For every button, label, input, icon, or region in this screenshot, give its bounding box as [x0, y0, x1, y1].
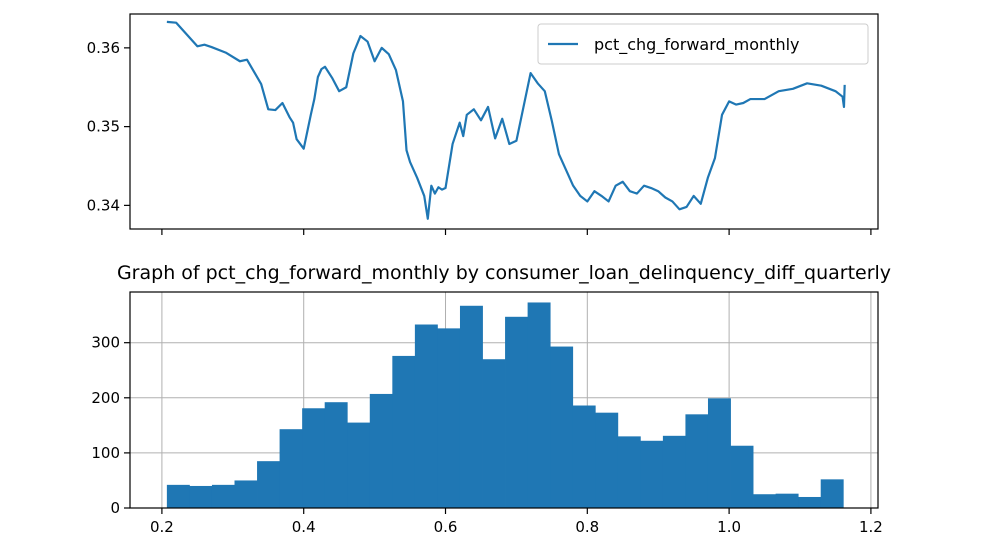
histogram-bar: [324, 402, 348, 508]
series-line-pct-chg-forward-monthly: [166, 20, 846, 220]
y-tick-label-bottom: 200: [91, 389, 120, 407]
x-tick-label-bottom: 0.2: [150, 518, 174, 536]
histogram-bar: [279, 429, 303, 508]
y-tick-label-bottom: 100: [91, 444, 120, 462]
histogram-bar: [550, 346, 574, 508]
x-tick-label-bottom: 0.4: [292, 518, 316, 536]
histogram-bar: [257, 461, 280, 508]
y-tick-label-bottom: 300: [91, 334, 120, 352]
histogram-bar: [189, 485, 213, 508]
histogram-bar: [459, 305, 483, 508]
plot-frame-bottom: [129, 291, 879, 509]
histogram-bar: [753, 494, 777, 508]
x-tick-label-bottom: 1.2: [859, 518, 883, 536]
histogram-bar: [234, 480, 258, 508]
chart-title: Graph of pct_chg_forward_monthly by cons…: [117, 262, 891, 284]
x-tick-label-bottom: 1.0: [717, 518, 741, 536]
histogram-bar: [595, 412, 619, 508]
histogram-bar: [617, 436, 641, 508]
histogram-bar: [572, 405, 596, 508]
histogram-bar: [369, 393, 393, 508]
legend-label: pct_chg_forward_monthly: [594, 35, 800, 55]
x-tick-label-bottom: 0.6: [434, 518, 458, 536]
line-chart: 0.34 0.35 0.36 pct_chg_forward_monthly: [87, 13, 879, 235]
plot-frame-top: [129, 13, 879, 230]
histogram-bar: [211, 484, 235, 508]
histogram-bar: [662, 435, 686, 508]
histogram-bar: [392, 355, 416, 508]
histogram-bar: [820, 479, 844, 508]
histogram-bar: [527, 302, 551, 508]
histogram-bar: [414, 324, 438, 508]
y-tick-label-top: 0.35: [87, 118, 120, 136]
legend-box: [537, 23, 869, 65]
y-tick-label-bottom: 0: [110, 499, 120, 517]
y-tick-label-top: 0.36: [87, 39, 120, 57]
histogram-bar: [798, 496, 822, 508]
histogram-bar: [775, 493, 799, 508]
histogram-bar: [302, 408, 326, 508]
histogram-bar: [730, 445, 754, 508]
histogram-bar: [166, 484, 190, 508]
histogram-bar: [640, 440, 664, 508]
histogram-chart: Graph of pct_chg_forward_monthly by cons…: [91, 262, 891, 536]
histogram-bar: [707, 398, 731, 508]
histogram-bar: [505, 316, 529, 508]
y-tick-label-top: 0.34: [87, 196, 120, 214]
x-tick-label-bottom: 0.8: [575, 518, 599, 536]
histogram-bar: [347, 422, 371, 508]
histogram-bar: [437, 328, 461, 508]
histogram-bar: [685, 414, 709, 508]
histogram-bar: [482, 359, 506, 508]
